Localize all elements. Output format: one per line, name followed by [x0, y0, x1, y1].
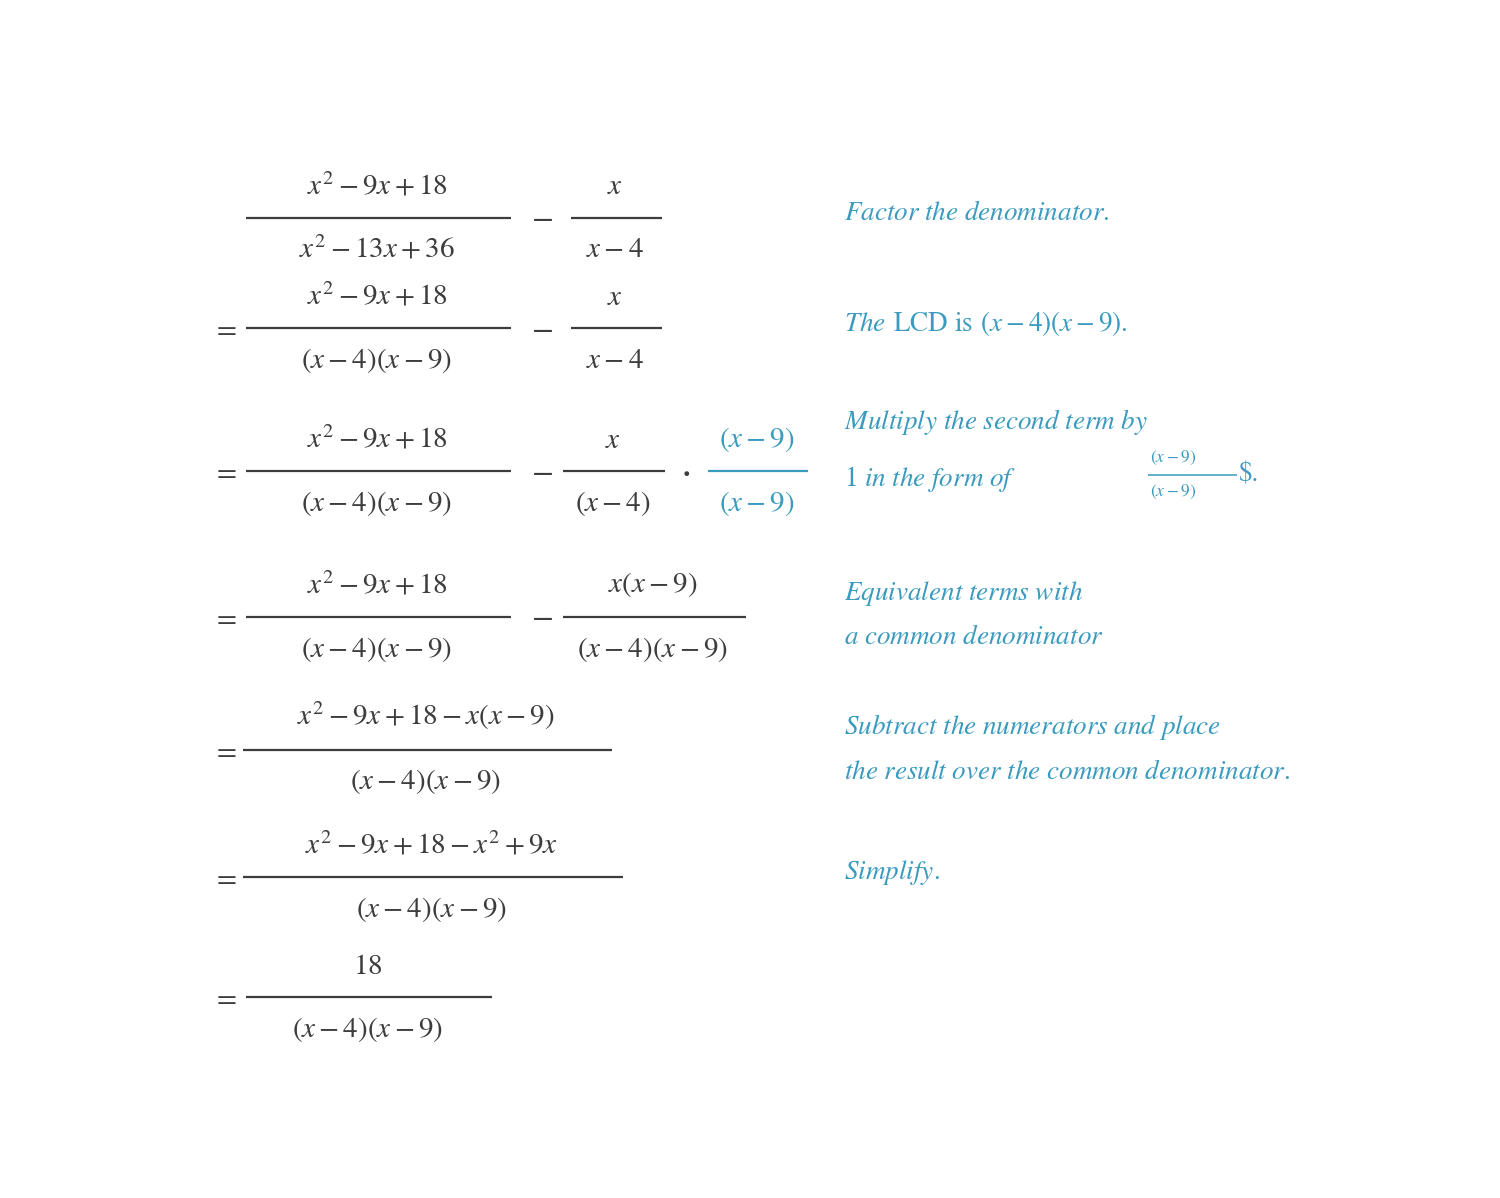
Text: $x-4$: $x-4$: [586, 346, 644, 374]
Text: $\it{The}$ $\mathrm{LCD\ is}$ $(x-4)(x-9).$: $\it{The}$ $\mathrm{LCD\ is}$ $(x-4)(x-9…: [844, 309, 1128, 338]
Text: $\mathit{1\ in\ the\ form\ of}\ $: $\mathit{1\ in\ the\ form\ of}\ $: [844, 464, 1017, 494]
Text: $x^2-9x+18$: $x^2-9x+18$: [306, 570, 447, 599]
Text: $(x-9)$: $(x-9)$: [718, 489, 795, 518]
Text: $\it{Subtract\ the\ numerators\ and\ place}$: $\it{Subtract\ the\ numerators\ and\ pla…: [844, 712, 1221, 742]
Text: $(x-4)(x-9)$: $(x-4)(x-9)$: [351, 768, 501, 797]
Text: $(x-4)(x-9)$: $(x-4)(x-9)$: [302, 346, 453, 375]
Text: $\it{a\ common\ denominator}$: $\it{a\ common\ denominator}$: [844, 624, 1104, 649]
Text: $\cdot$: $\cdot$: [680, 452, 690, 491]
Text: $\it{the\ result\ over\ the\ common\ denominator.}$: $\it{the\ result\ over\ the\ common\ den…: [844, 761, 1290, 786]
Text: $x$: $x$: [608, 283, 622, 310]
Text: $x^2-13x+36$: $x^2-13x+36$: [298, 235, 454, 264]
Text: $x(x-9)$: $x(x-9)$: [608, 570, 698, 599]
Text: $-$: $-$: [531, 202, 554, 234]
Text: $x$: $x$: [604, 425, 621, 454]
Text: $.: $.: [1239, 462, 1258, 488]
Text: $x^2-9x+18-x^2+9x$: $x^2-9x+18-x^2+9x$: [304, 831, 558, 860]
Text: $(x-9)$: $(x-9)$: [1150, 448, 1196, 466]
Text: $18$: $18$: [352, 951, 382, 980]
Text: $x^2-9x+18$: $x^2-9x+18$: [306, 171, 447, 200]
Text: $x^2-9x+18$: $x^2-9x+18$: [306, 282, 447, 310]
Text: $(x-4)$: $(x-4)$: [574, 489, 651, 518]
Text: $=$: $=$: [213, 314, 237, 343]
Text: $=$: $=$: [213, 603, 237, 631]
Text: $=$: $=$: [213, 736, 237, 764]
Text: $\it{Simplify.}$: $\it{Simplify.}$: [844, 858, 940, 887]
Text: $(x-4)(x-9)$: $(x-4)(x-9)$: [578, 635, 728, 664]
Text: $x^2-9x+18-x(x-9)$: $x^2-9x+18-x(x-9)$: [297, 700, 555, 732]
Text: $-$: $-$: [531, 601, 554, 633]
Text: $(x-4)(x-9)$: $(x-4)(x-9)$: [356, 895, 507, 924]
Text: $=$: $=$: [213, 458, 237, 485]
Text: $-$: $-$: [531, 313, 554, 344]
Text: $x$: $x$: [608, 173, 622, 200]
Text: $=$: $=$: [213, 984, 237, 1011]
Text: $(x-4)(x-9)$: $(x-4)(x-9)$: [292, 1015, 442, 1043]
Text: $=$: $=$: [213, 863, 237, 891]
Text: $x-4$: $x-4$: [586, 235, 644, 264]
Text: $(x-9)$: $(x-9)$: [1150, 483, 1196, 502]
Text: $(x-4)(x-9)$: $(x-4)(x-9)$: [302, 635, 453, 664]
Text: $(x-9)$: $(x-9)$: [718, 425, 795, 454]
Text: $\it{Multiply\ the\ second\ term\ by}$: $\it{Multiply\ the\ second\ term\ by}$: [844, 407, 1149, 437]
Text: $(x-4)(x-9)$: $(x-4)(x-9)$: [302, 489, 453, 518]
Text: $\it{Factor\ the\ denominator.}$: $\it{Factor\ the\ denominator.}$: [844, 200, 1110, 225]
Text: $\it{Equivalent\ terms\ with}$: $\it{Equivalent\ terms\ with}$: [844, 580, 1083, 609]
Text: $-$: $-$: [531, 455, 554, 486]
Text: $x^2-9x+18$: $x^2-9x+18$: [306, 425, 447, 454]
